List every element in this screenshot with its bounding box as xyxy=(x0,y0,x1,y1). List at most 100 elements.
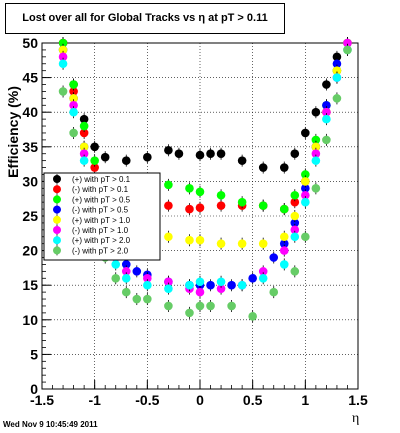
data-point xyxy=(227,301,236,311)
data-point xyxy=(290,267,300,276)
legend-marker xyxy=(53,195,61,204)
data-point xyxy=(290,149,300,159)
data-point xyxy=(121,287,131,297)
data-point xyxy=(311,142,321,152)
y-tick-label: 40 xyxy=(22,104,38,120)
data-point xyxy=(69,128,78,138)
data-point xyxy=(290,190,300,200)
data-point xyxy=(343,45,352,55)
y-tick-label: 45 xyxy=(22,70,38,86)
data-point xyxy=(195,277,205,287)
data-point xyxy=(332,59,342,69)
data-point xyxy=(332,73,342,82)
data-point xyxy=(322,135,331,145)
data-point xyxy=(301,184,310,193)
data-point xyxy=(301,170,310,179)
y-tick-label: 30 xyxy=(22,173,38,189)
data-point xyxy=(248,273,257,283)
data-point xyxy=(69,107,78,117)
data-point xyxy=(69,94,78,103)
data-point xyxy=(258,239,268,248)
data-point xyxy=(164,301,173,311)
legend-entry: (+) with pT > 1.0 xyxy=(72,216,131,225)
y-tick-label: 35 xyxy=(22,139,38,155)
data-point xyxy=(301,232,310,242)
series-1 xyxy=(58,37,352,174)
data-point xyxy=(69,80,78,89)
legend-entry: (+) with pT > 2.0 xyxy=(72,236,131,245)
x-tick-label: 1.5 xyxy=(348,392,368,408)
data-point xyxy=(58,38,68,48)
data-point xyxy=(216,190,226,200)
legend-box xyxy=(43,172,161,261)
data-point xyxy=(237,280,247,290)
data-point xyxy=(79,121,89,131)
data-point xyxy=(143,294,152,304)
data-point xyxy=(164,201,173,210)
axis-ticks: -1.5 -1 -0.5 0 0.5 1 1.5 0 5 10 15 20 25 30 35 40 45 50 xyxy=(22,35,368,408)
y-tick-label: 20 xyxy=(22,243,38,259)
data-point xyxy=(301,197,310,207)
data-point xyxy=(121,273,131,283)
data-point xyxy=(332,52,342,62)
y-tick-label: 0 xyxy=(30,381,38,397)
data-point xyxy=(311,149,321,159)
data-point xyxy=(322,107,331,117)
data-point xyxy=(216,149,226,159)
data-point xyxy=(322,114,331,124)
data-point xyxy=(332,66,342,75)
data-point xyxy=(216,239,226,248)
data-point xyxy=(79,156,89,165)
data-point xyxy=(121,260,131,269)
data-point xyxy=(195,203,205,212)
data-point xyxy=(343,38,352,48)
legend-marker xyxy=(53,246,61,255)
legend-marker xyxy=(53,175,61,183)
legend-entry: (-) with pT > 2.0 xyxy=(72,246,129,255)
data-point xyxy=(111,273,121,283)
data-point xyxy=(279,204,289,214)
data-point xyxy=(216,201,226,210)
data-point xyxy=(132,294,142,304)
data-point xyxy=(279,239,289,248)
data-point xyxy=(301,128,310,138)
data-point xyxy=(258,267,268,276)
data-point xyxy=(322,100,331,110)
data-point xyxy=(164,145,173,155)
data-point xyxy=(216,277,226,287)
data-point xyxy=(290,211,300,221)
data-point xyxy=(311,135,321,145)
data-point xyxy=(121,156,131,165)
data-point xyxy=(143,152,152,162)
data-point xyxy=(132,267,142,276)
data-point xyxy=(79,149,89,159)
data-point xyxy=(332,94,342,103)
legend: (+) with pT > 0.1(-) with pT > 0.1(+) wi… xyxy=(43,172,161,261)
data-point xyxy=(143,273,152,283)
data-point xyxy=(185,280,194,290)
data-point xyxy=(311,156,321,165)
data-point xyxy=(164,284,173,293)
data-point xyxy=(185,184,194,193)
data-point xyxy=(164,232,173,242)
data-point xyxy=(237,197,247,207)
data-point xyxy=(290,232,300,242)
data-point xyxy=(79,114,89,124)
legend-entry: (-) with pT > 0.5 xyxy=(72,206,129,215)
data-point xyxy=(248,312,257,321)
data-point xyxy=(279,163,289,172)
legend-marker xyxy=(53,185,61,194)
legend-marker xyxy=(53,226,61,234)
data-point xyxy=(195,187,205,197)
data-point xyxy=(185,308,194,318)
y-axis-label: Efficiency (%) xyxy=(5,86,21,178)
data-point xyxy=(290,218,300,228)
data-point xyxy=(237,156,247,165)
data-point xyxy=(58,87,68,96)
data-point xyxy=(185,204,194,214)
data-point xyxy=(174,149,184,159)
data-point xyxy=(206,280,215,290)
x-tick-label: -1 xyxy=(88,392,101,408)
y-tick-label: 25 xyxy=(22,208,38,224)
